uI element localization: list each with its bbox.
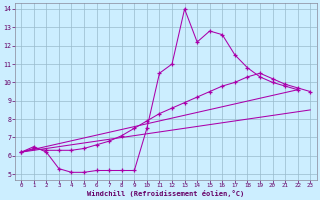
X-axis label: Windchill (Refroidissement éolien,°C): Windchill (Refroidissement éolien,°C) — [87, 190, 244, 197]
